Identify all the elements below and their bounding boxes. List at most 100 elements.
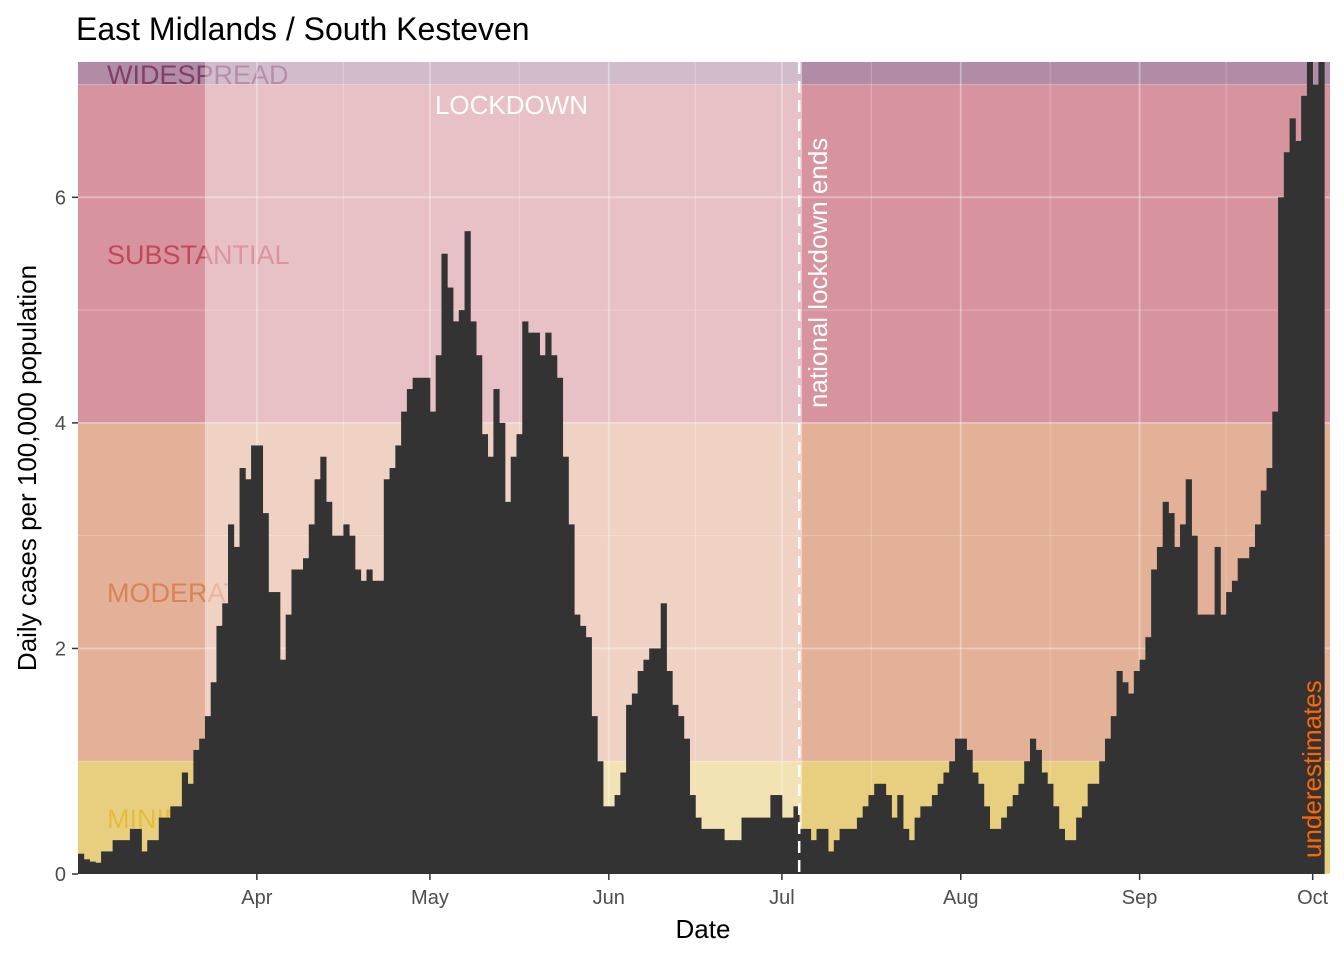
bar xyxy=(429,411,437,874)
y-tick-label: 0 xyxy=(55,864,66,886)
bar xyxy=(343,524,350,874)
bar xyxy=(453,321,460,874)
bar xyxy=(112,840,119,874)
bar xyxy=(228,524,235,874)
x-axis: Apr May Jun Jul Aug Sep Oct xyxy=(241,874,1329,909)
bar xyxy=(856,817,864,874)
bar xyxy=(1064,840,1071,874)
y-tick-label: 2 xyxy=(55,638,66,660)
x-tick-label: Aug xyxy=(943,887,979,909)
bar xyxy=(1099,761,1106,874)
bar xyxy=(1214,546,1221,874)
bar xyxy=(1208,614,1216,874)
bar xyxy=(1174,546,1181,874)
bar xyxy=(279,659,287,874)
bar xyxy=(908,840,915,874)
bar xyxy=(176,806,183,874)
bar xyxy=(1226,592,1233,874)
bar xyxy=(354,569,362,874)
bar xyxy=(735,840,742,874)
bar xyxy=(1087,783,1094,874)
bar xyxy=(337,535,344,874)
bar xyxy=(845,828,852,874)
bar xyxy=(960,738,967,874)
bar xyxy=(862,806,869,874)
bar xyxy=(326,501,333,874)
bar xyxy=(1260,490,1267,874)
bar xyxy=(1179,524,1187,874)
bar xyxy=(833,840,840,874)
bar xyxy=(781,817,789,874)
bar xyxy=(274,592,281,874)
bar xyxy=(499,422,506,874)
bar xyxy=(995,828,1002,874)
bar xyxy=(412,377,419,874)
y-tick-label: 4 xyxy=(55,413,66,435)
bar xyxy=(926,806,933,874)
bar xyxy=(816,828,823,874)
bar xyxy=(1070,840,1077,874)
bar xyxy=(187,783,194,874)
band-label-widespread: WIDESPREAD xyxy=(107,60,289,90)
bar xyxy=(378,580,385,874)
bar xyxy=(360,580,367,874)
bar xyxy=(1076,817,1083,874)
y-tick-label: 6 xyxy=(55,187,66,209)
bar xyxy=(551,355,558,874)
bar xyxy=(562,456,569,874)
bar xyxy=(516,434,523,874)
x-tick-label: Sep xyxy=(1122,887,1158,909)
bar xyxy=(729,840,737,874)
bar xyxy=(643,659,650,874)
bar xyxy=(1139,659,1146,874)
bar xyxy=(1301,95,1308,875)
bar xyxy=(424,377,431,874)
bar xyxy=(1197,614,1204,874)
bar xyxy=(839,828,846,874)
bar xyxy=(245,479,252,874)
bar xyxy=(978,783,985,874)
bar xyxy=(579,625,587,874)
bar xyxy=(1145,637,1152,874)
plot-panel: MINIMALMODERATESUBSTANTIALWIDESPREAD LOC… xyxy=(78,60,1330,875)
bar xyxy=(285,614,292,874)
bar xyxy=(181,772,189,874)
lockdown-ends-annotation: national lockdown ends xyxy=(803,138,833,408)
bar xyxy=(233,546,240,874)
bar xyxy=(954,738,962,874)
x-tick-label: May xyxy=(411,887,449,909)
bar xyxy=(222,603,229,874)
bar xyxy=(1278,197,1285,875)
bar xyxy=(539,355,546,874)
bar xyxy=(1243,558,1250,874)
y-axis: 0 2 4 6 xyxy=(55,187,78,886)
bar xyxy=(441,253,448,874)
bar xyxy=(1162,501,1169,874)
bar xyxy=(314,479,321,874)
bar xyxy=(389,468,396,874)
bar xyxy=(937,783,944,874)
bar xyxy=(966,749,973,874)
bar xyxy=(879,783,887,874)
bar xyxy=(868,795,875,874)
bar xyxy=(1116,671,1123,874)
bar xyxy=(1185,479,1192,874)
bar xyxy=(101,851,108,874)
bar xyxy=(654,648,662,874)
bar xyxy=(372,580,379,874)
bar xyxy=(1289,118,1296,874)
bar xyxy=(1156,546,1164,874)
bar xyxy=(493,389,500,874)
bar xyxy=(678,716,685,874)
bar xyxy=(914,817,921,874)
chart-title: East Midlands / South Kesteven xyxy=(76,11,530,47)
bar xyxy=(706,828,714,874)
bar xyxy=(1237,558,1244,874)
bar xyxy=(510,456,517,874)
bar xyxy=(331,535,339,874)
bar xyxy=(476,355,483,874)
bar xyxy=(949,761,956,874)
bar xyxy=(204,716,212,874)
bar xyxy=(522,321,529,874)
bar xyxy=(1272,411,1279,874)
